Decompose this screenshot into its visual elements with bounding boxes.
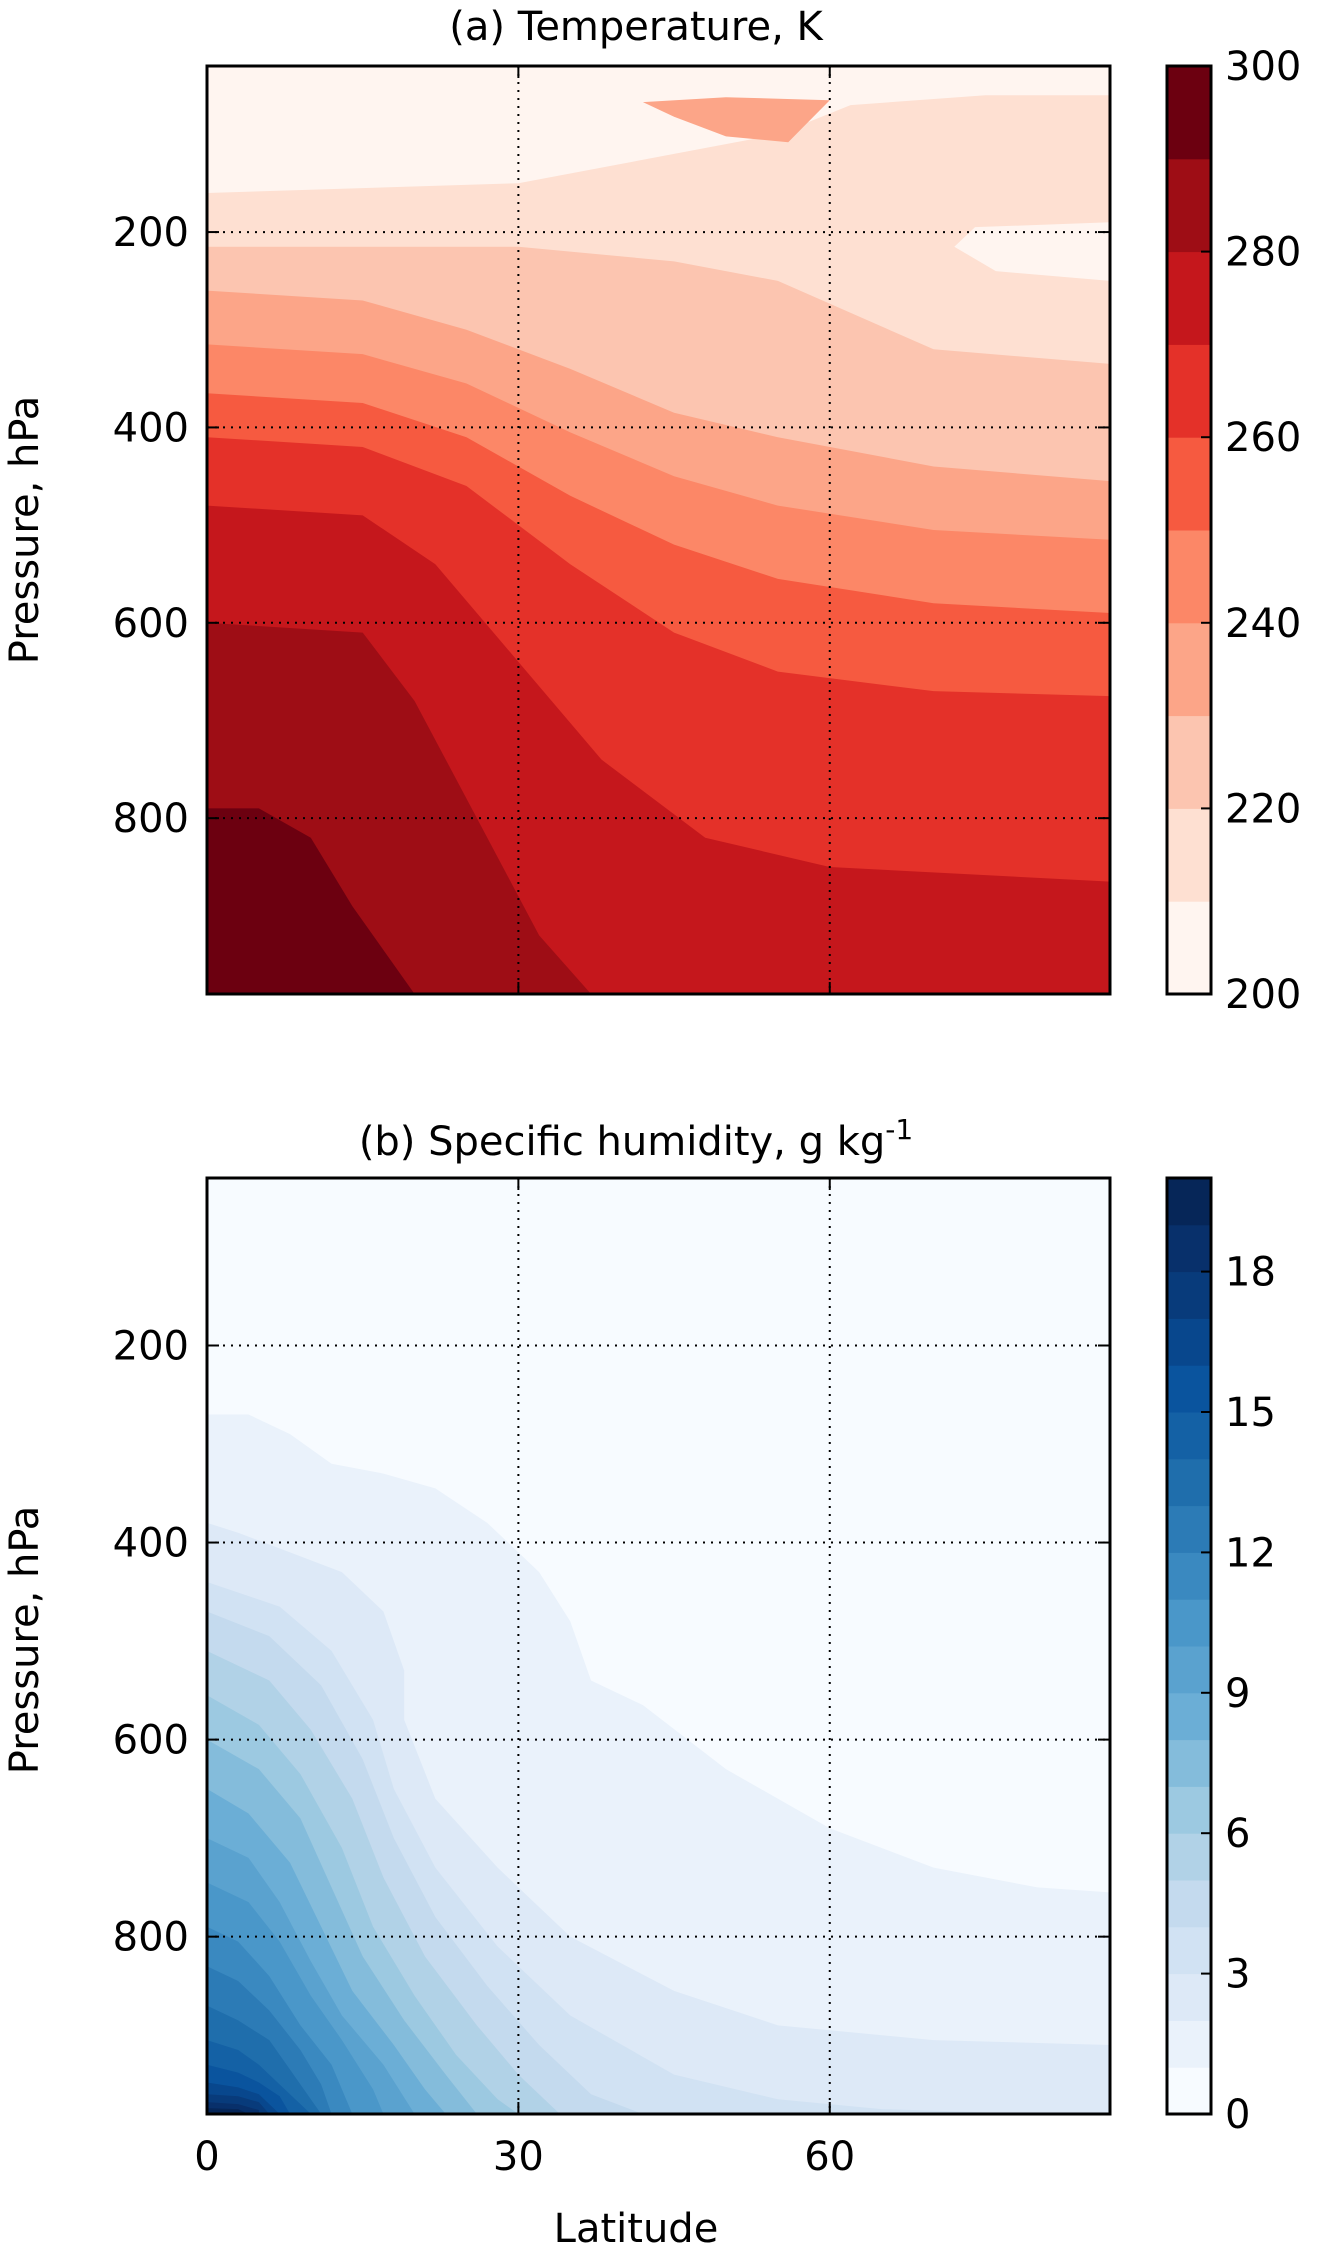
humidity-y-ticks: 200 400 600 800 — [113, 1323, 1110, 1961]
humidity-colorbar-swatch — [1167, 1880, 1211, 1928]
humidity-x-ticks: 0 30 60 — [194, 1178, 855, 2180]
temperature-grid — [207, 66, 1110, 994]
humidity-colorbar-tick-label: 6 — [1225, 1811, 1250, 1857]
humidity-x-tick-label: 60 — [804, 2134, 855, 2180]
temperature-colorbar-swatch — [1167, 530, 1211, 624]
humidity-colorbar-swatch — [1167, 1646, 1211, 1694]
humidity-colorbar-swatch — [1167, 1552, 1211, 1600]
temperature-axes-frame — [205, 64, 1112, 996]
temperature-colorbar-tick-label: 300 — [1225, 44, 1301, 90]
temperature-colorbar — [1167, 66, 1211, 995]
temperature-colorbar-tick-label: 280 — [1225, 230, 1301, 276]
humidity-colorbar-tick-label: 15 — [1225, 1390, 1276, 1436]
humidity-colorbar-ticks: 0 3 6 9 12 15 18 — [1201, 1250, 1276, 2138]
humidity-colorbar-swatch — [1167, 1833, 1211, 1881]
humidity-colorbar-swatch — [1167, 1926, 1211, 1975]
humidity-colorbar-swatch — [1167, 1412, 1211, 1460]
temperature-colorbar-swatch — [1167, 715, 1211, 809]
humidity-colorbar-tick-label: 0 — [1225, 2092, 1250, 2138]
humidity-colorbar-tick-label: 3 — [1225, 1952, 1250, 1998]
humidity-title: (b) Specific humidity, g kg-1 — [359, 1113, 913, 1166]
temperature-x-ticks — [206, 66, 831, 994]
temperature-contour-fill — [207, 66, 1110, 994]
temperature-colorbar-ticks: 200 220 240 260 280 300 — [1201, 44, 1301, 1018]
humidity-colorbar-swatch — [1167, 1739, 1211, 1787]
temperature-y-ticks: 200 400 600 800 — [113, 210, 1110, 842]
temperature-y-tick-label: 400 — [113, 405, 189, 451]
temperature-region-1 — [207, 134, 436, 184]
temperature-colorbar-tick-label: 240 — [1225, 601, 1301, 647]
temperature-region-2 — [954, 222, 1110, 281]
humidity-colorbar-tick-label: 18 — [1225, 1250, 1276, 1296]
temperature-colorbar-swatch — [1167, 344, 1211, 438]
humidity-colorbar — [1167, 1178, 1211, 2115]
temperature-colorbar-swatch — [1167, 808, 1211, 902]
humidity-colorbar-swatch — [1167, 1224, 1211, 1273]
temperature-colorbar-tick-label: 200 — [1225, 972, 1301, 1018]
humidity-grid — [207, 1178, 1110, 2114]
temperature-y-axis-label: Pressure, hPa — [2, 396, 48, 664]
temperature-colorbar-frame — [1165, 64, 1213, 996]
humidity-colorbar-swatch — [1167, 1318, 1211, 1366]
humidity-colorbar-swatch — [1167, 1365, 1211, 1413]
humidity-colorbar-tick-label: 9 — [1225, 1671, 1250, 1717]
humidity-colorbar-swatch — [1167, 2067, 1211, 2115]
x-axis-label: Latitude — [554, 2206, 719, 2252]
humidity-y-tick-label: 600 — [113, 1718, 189, 1764]
temperature-panel: 200 400 600 800 (a) Temperature, K Pressure… — [2, 4, 1301, 1018]
temperature-y-tick-label: 800 — [113, 796, 189, 842]
temperature-colorbar-swatch — [1167, 901, 1211, 995]
humidity-colorbar-swatch — [1167, 1786, 1211, 1834]
temperature-colorbar-swatch — [1167, 622, 1211, 717]
temperature-colorbar-swatch — [1167, 66, 1211, 160]
humidity-colorbar-swatch — [1167, 1692, 1211, 1741]
humidity-colorbar-swatch — [1167, 1178, 1211, 1226]
temperature-region-0 — [642, 97, 830, 143]
humidity-x-tick-label: 0 — [194, 2134, 219, 2180]
temperature-y-tick-label: 200 — [113, 210, 189, 256]
humidity-colorbar-swatch — [1167, 1599, 1211, 1647]
temperature-band-290 — [207, 808, 415, 994]
humidity-y-tick-label: 800 — [113, 1915, 189, 1961]
humidity-axes-frame — [205, 1176, 1112, 2116]
temperature-colorbar-tick-label: 260 — [1225, 415, 1301, 461]
humidity-y-tick-label: 200 — [113, 1323, 189, 1369]
humidity-colorbar-swatch — [1167, 1505, 1211, 1553]
temperature-colorbar-tick-label: 220 — [1225, 786, 1301, 832]
humidity-x-tick-label: 30 — [493, 2134, 544, 2180]
humidity-colorbar-swatch — [1167, 1973, 1211, 2021]
humidity-contour-fill — [207, 1178, 1110, 2114]
humidity-colorbar-tick-label: 12 — [1225, 1530, 1276, 1576]
humidity-y-axis-label: Pressure, hPa — [2, 1506, 48, 1774]
humidity-colorbar-swatch — [1167, 2020, 1211, 2068]
temperature-colorbar-swatch — [1167, 158, 1211, 253]
temperature-y-tick-label: 600 — [113, 601, 189, 647]
humidity-colorbar-swatch — [1167, 1271, 1211, 1319]
humidity-band-19 — [207, 2108, 249, 2114]
temperature-colorbar-swatch — [1167, 437, 1211, 531]
humidity-colorbar-frame — [1165, 1176, 1213, 2116]
temperature-colorbar-swatch — [1167, 251, 1211, 345]
humidity-colorbar-swatch — [1167, 1458, 1211, 1507]
humidity-y-tick-label: 400 — [113, 1521, 189, 1567]
temperature-title: (a) Temperature, K — [449, 4, 824, 50]
